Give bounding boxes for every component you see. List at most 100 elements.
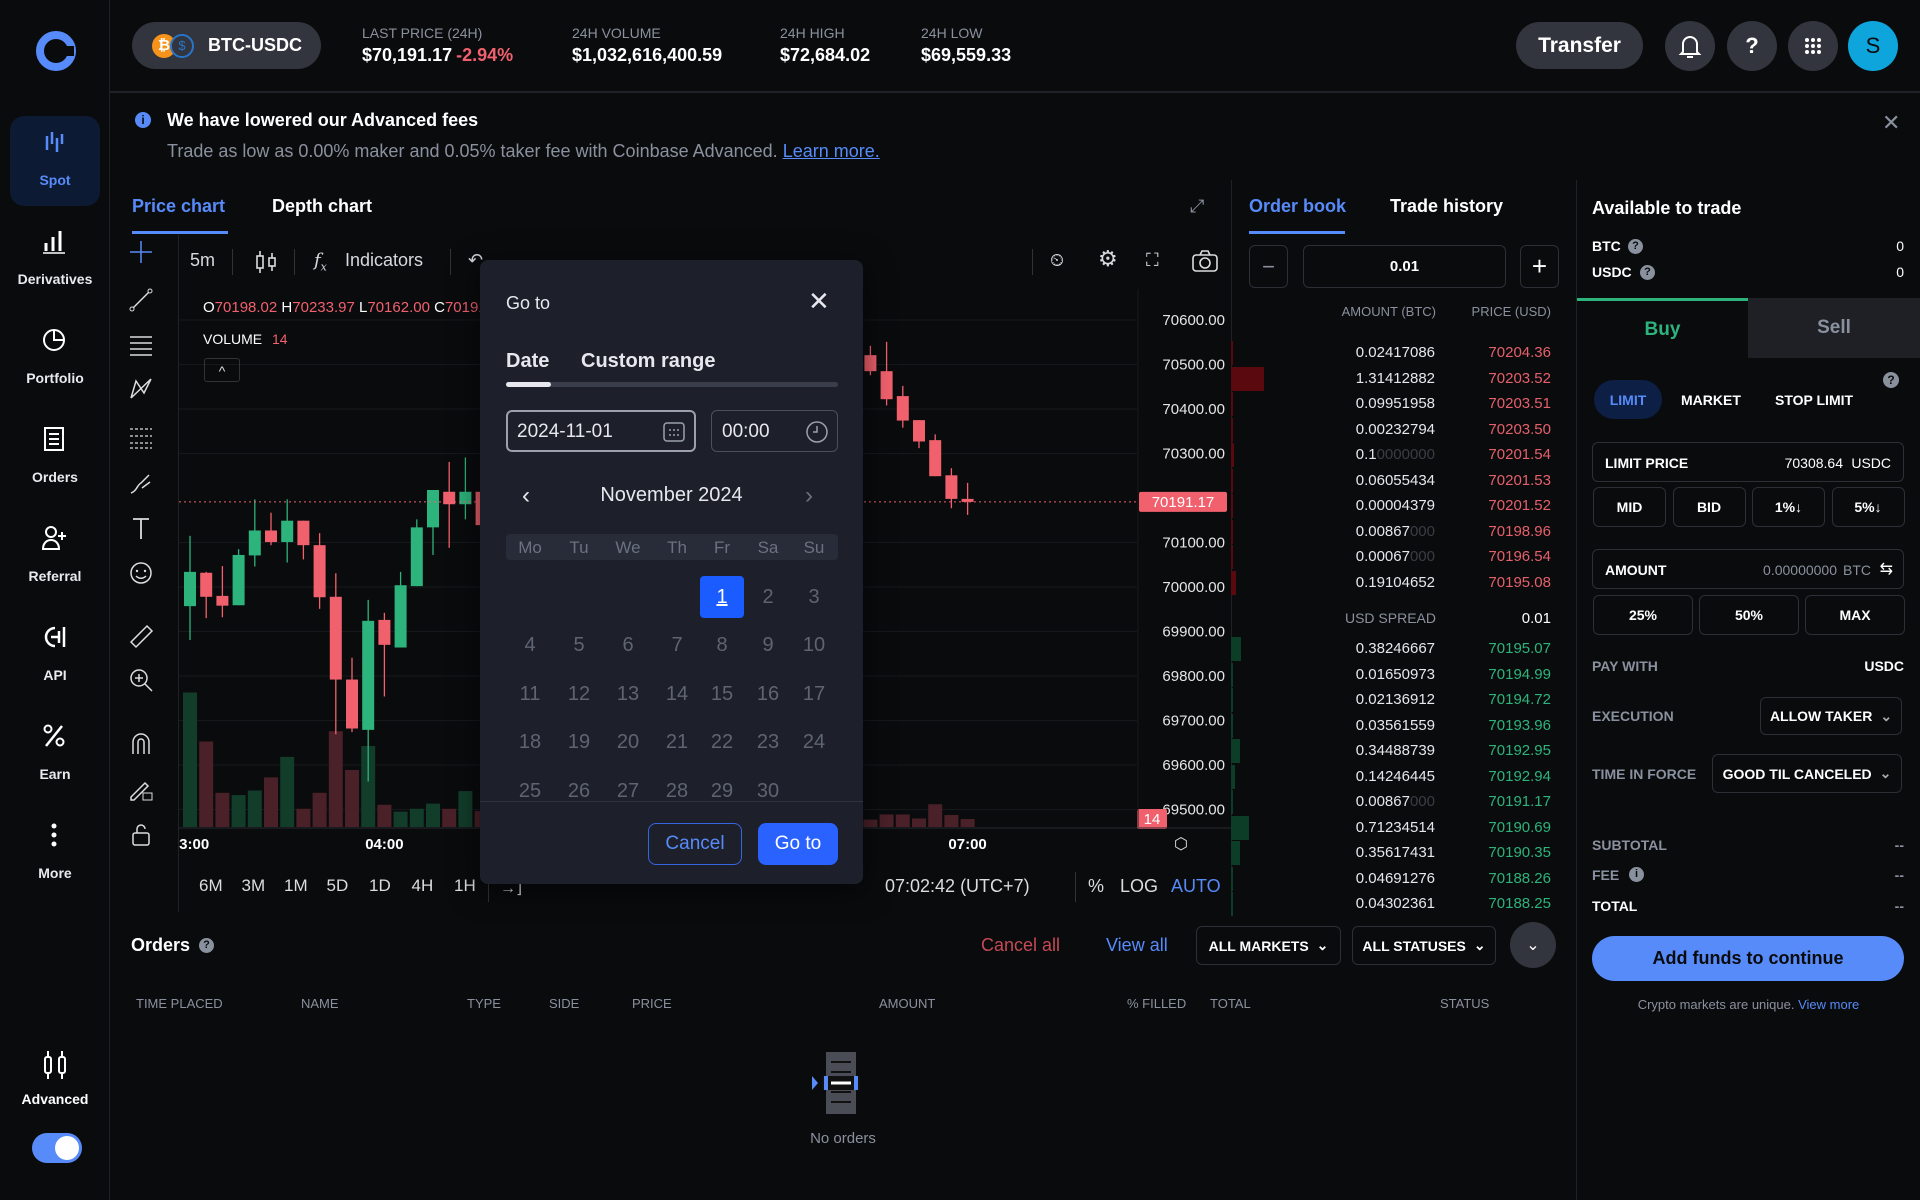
column-header[interactable]: PRICE: [632, 996, 672, 1011]
column-header[interactable]: AMOUNT: [879, 996, 936, 1011]
calendar-day[interactable]: 22: [710, 731, 734, 753]
ask-row[interactable]: 0.00067000 70196.54: [1231, 544, 1576, 569]
balance-help-icon[interactable]: ?: [1640, 265, 1655, 280]
calendar-day[interactable]: 15: [710, 682, 734, 705]
bid-row[interactable]: 0.34488739 70192.95: [1231, 738, 1576, 763]
notifications-button[interactable]: [1665, 21, 1715, 71]
tab-date[interactable]: Date: [506, 350, 550, 372]
next-month-button[interactable]: ›: [805, 482, 813, 509]
buy-tab[interactable]: Buy: [1577, 298, 1748, 358]
ruler-icon[interactable]: [128, 623, 154, 649]
bid-row[interactable]: 0.35617431 70190.35: [1231, 840, 1576, 865]
bid-row[interactable]: 0.01650973 70194.99: [1231, 662, 1576, 687]
column-header[interactable]: STATUS: [1440, 996, 1490, 1011]
calendar-day[interactable]: 8: [716, 634, 728, 656]
range-4h[interactable]: 4H: [411, 876, 434, 895]
calendar-day[interactable]: 14: [665, 682, 689, 705]
date-input[interactable]: 2024-11-01: [506, 410, 696, 452]
time-input[interactable]: 00:00: [711, 410, 838, 452]
calendar-day[interactable]: 24: [802, 731, 826, 753]
prev-month-button[interactable]: ‹: [522, 482, 530, 509]
avatar[interactable]: S: [1848, 21, 1898, 71]
swap-icon[interactable]: ⇆: [1879, 561, 1893, 578]
calendar-day[interactable]: 3: [808, 585, 820, 608]
order-type-stop-limit[interactable]: STOP LIMIT: [1775, 392, 1854, 408]
coinbase-logo[interactable]: [36, 31, 76, 76]
settings-icon[interactable]: ⚙: [1098, 246, 1118, 271]
candle-type-icon[interactable]: [254, 249, 278, 275]
calendar-day[interactable]: 1: [700, 576, 744, 618]
bid-row[interactable]: 0.04302361 70188.25: [1231, 891, 1576, 916]
column-header[interactable]: SIDE: [549, 996, 580, 1011]
decrease-step-button[interactable]: −: [1249, 245, 1288, 288]
bid-row[interactable]: 0.71234514 70190.69: [1231, 815, 1576, 840]
markets-filter[interactable]: ALL MARKETS ⌄: [1196, 926, 1341, 965]
calendar-day[interactable]: 10: [802, 634, 826, 656]
tab-depth-chart[interactable]: Depth chart: [272, 196, 373, 216]
calendar-day[interactable]: 5: [573, 634, 585, 656]
sidebar-item-portfolio[interactable]: Portfolio: [10, 314, 100, 404]
sell-tab[interactable]: Sell: [1748, 298, 1920, 358]
help-button[interactable]: ?: [1727, 21, 1777, 71]
bid-row[interactable]: 0.02136912 70194.72: [1231, 687, 1576, 712]
cancel-all-button[interactable]: Cancel all: [981, 935, 1061, 955]
order-type-help-icon[interactable]: ?: [1883, 372, 1899, 388]
orders-help-icon[interactable]: ?: [199, 938, 214, 953]
indicators-button[interactable]: Indicators: [345, 250, 424, 270]
tab-custom-range[interactable]: Custom range: [581, 350, 716, 372]
range-6m[interactable]: 6M: [199, 876, 223, 895]
range-5d[interactable]: 5D: [326, 876, 349, 895]
calendar-day[interactable]: 9: [762, 634, 774, 656]
sidebar-item-orders[interactable]: Orders: [10, 413, 100, 503]
bid-row[interactable]: 0.14246445 70192.94: [1231, 764, 1576, 789]
sidebar-item-earn[interactable]: Earn: [10, 710, 100, 800]
range-1m[interactable]: 1M: [284, 876, 308, 895]
unlock-icon[interactable]: [128, 821, 154, 847]
balance-help-icon[interactable]: ?: [1628, 239, 1643, 254]
clock-icon[interactable]: [805, 420, 829, 444]
zoom-in-icon[interactable]: [128, 667, 154, 693]
calendar-day[interactable]: 6: [622, 634, 634, 656]
emoji-icon[interactable]: [128, 560, 154, 586]
calendar-day[interactable]: 29: [710, 779, 734, 802]
learn-more-link[interactable]: Learn more.: [782, 141, 880, 161]
execution-select[interactable]: ALLOW TAKER ⌄: [1760, 697, 1902, 735]
sidebar-item-api[interactable]: API: [10, 611, 100, 701]
status-filter[interactable]: ALL STATUSES ⌄: [1352, 926, 1496, 965]
undo-icon[interactable]: ↶: [468, 250, 484, 270]
calendar-icon[interactable]: [662, 419, 686, 443]
add-funds-button[interactable]: Add funds to continue: [1592, 936, 1904, 981]
text-icon[interactable]: [128, 515, 154, 541]
lock-drawing-icon[interactable]: [128, 776, 154, 802]
calendar-day[interactable]: 12: [567, 682, 591, 705]
amount-input[interactable]: AMOUNT 0.00000000 BTC ⇆: [1592, 549, 1904, 589]
ask-row[interactable]: 0.00867000 70198.96: [1231, 519, 1576, 544]
calendar-day[interactable]: 16: [756, 682, 780, 705]
pattern-icon[interactable]: [128, 376, 154, 402]
apps-button[interactable]: [1788, 21, 1838, 71]
increase-step-button[interactable]: +: [1520, 245, 1559, 288]
sidebar-item-more[interactable]: More: [10, 809, 100, 899]
sidebar-item-derivatives[interactable]: Derivatives: [10, 215, 100, 305]
calendar-day[interactable]: 25: [518, 779, 542, 802]
column-header[interactable]: % FILLED: [1127, 996, 1187, 1011]
column-header[interactable]: TIME PLACED: [136, 996, 223, 1011]
go-to-button[interactable]: Go to: [758, 823, 838, 865]
range-1d[interactable]: 1D: [369, 876, 391, 895]
close-dialog-button[interactable]: ✕: [808, 286, 830, 316]
ask-row[interactable]: 0.02417086 70204.36: [1231, 340, 1576, 365]
calendar-day[interactable]: 28: [665, 779, 689, 802]
calendar-day[interactable]: 26: [567, 779, 591, 802]
column-header[interactable]: TOTAL: [1210, 996, 1251, 1011]
price-preset-button[interactable]: 5%↓: [1831, 487, 1905, 527]
order-type-limit[interactable]: LIMIT: [1594, 380, 1662, 419]
ask-row[interactable]: 0.10000000 70201.54: [1231, 442, 1576, 467]
range-1h[interactable]: 1H: [454, 876, 476, 895]
log-scale-button[interactable]: LOG: [1120, 876, 1159, 896]
calendar-day[interactable]: 4: [524, 634, 536, 656]
calendar-day[interactable]: 20: [616, 731, 640, 753]
cancel-button[interactable]: Cancel: [648, 823, 742, 865]
ask-row[interactable]: 0.00232794 70203.50: [1231, 417, 1576, 442]
view-more-link[interactable]: View more: [1798, 997, 1860, 1012]
percent-scale-button[interactable]: %: [1088, 876, 1105, 896]
